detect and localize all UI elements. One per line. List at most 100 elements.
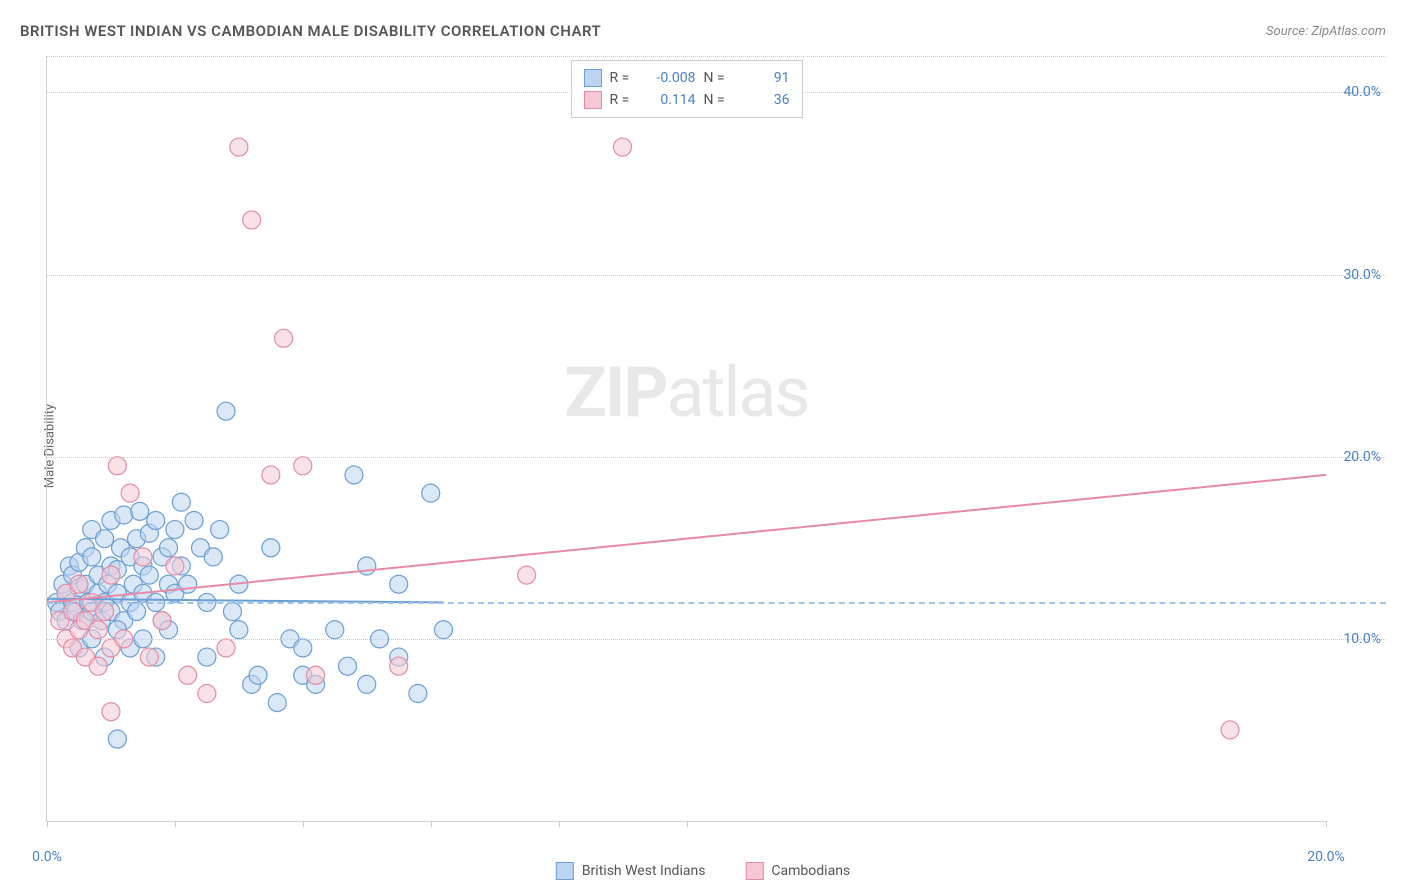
scatter-point: [96, 530, 114, 548]
r-label: R =: [610, 67, 638, 89]
scatter-point: [131, 502, 149, 520]
x-tick: [559, 821, 560, 827]
scatter-point: [614, 138, 632, 156]
y-tick-label: 10.0%: [1343, 631, 1381, 647]
scatter-point: [345, 466, 363, 484]
r-value-1: -0.008: [646, 67, 696, 89]
scatter-point: [166, 557, 184, 575]
scatter-point: [70, 575, 88, 593]
legend-stats: R = -0.008 N = 91 R = 0.114 N = 36: [571, 60, 803, 118]
scatter-point: [326, 621, 344, 639]
legend-label-cambodian: Cambodians: [771, 863, 850, 879]
scatter-point: [204, 548, 222, 566]
scatter-point: [262, 539, 280, 557]
scatter-point: [108, 457, 126, 475]
n-label: N =: [704, 89, 732, 111]
legend-stats-row-2: R = 0.114 N = 36: [584, 89, 790, 111]
x-tick: [47, 821, 48, 827]
scatter-point: [518, 566, 536, 584]
scatter-point: [140, 648, 158, 666]
scatter-point: [211, 521, 229, 539]
scatter-point: [358, 557, 376, 575]
plot-svg: [47, 56, 1326, 821]
scatter-point: [217, 639, 235, 657]
scatter-point: [390, 575, 408, 593]
legend-swatch-bwi: [556, 862, 574, 880]
scatter-point: [108, 730, 126, 748]
scatter-point: [223, 603, 241, 621]
scatter-point: [121, 484, 139, 502]
n-value-2: 36: [740, 89, 790, 111]
scatter-point: [230, 621, 248, 639]
x-tick: [1326, 821, 1327, 827]
r-value-2: 0.114: [646, 89, 696, 111]
chart-container: ZIPatlas R = -0.008 N = 91 R = 0.114 N =…: [46, 56, 1386, 842]
scatter-point: [198, 648, 216, 666]
scatter-point: [198, 685, 216, 703]
scatter-point: [83, 548, 101, 566]
scatter-point: [102, 566, 120, 584]
legend-swatch-pink: [584, 91, 602, 109]
scatter-point: [390, 657, 408, 675]
scatter-point: [307, 666, 325, 684]
scatter-point: [102, 703, 120, 721]
scatter-point: [422, 484, 440, 502]
scatter-point: [1221, 721, 1239, 739]
scatter-point: [153, 612, 171, 630]
scatter-point: [217, 402, 235, 420]
scatter-point: [275, 329, 293, 347]
legend-item-bwi: British West Indians: [556, 862, 706, 880]
y-tick-label: 40.0%: [1343, 84, 1381, 100]
scatter-point: [179, 666, 197, 684]
legend-swatch-cambodian: [745, 862, 763, 880]
y-tick-label: 20.0%: [1343, 449, 1381, 465]
legend-swatch-blue: [584, 69, 602, 87]
scatter-point: [115, 506, 133, 524]
scatter-point: [166, 521, 184, 539]
scatter-point: [268, 694, 286, 712]
gridline-h: [47, 457, 1386, 458]
scatter-point: [185, 511, 203, 529]
chart-title: BRITISH WEST INDIAN VS CAMBODIAN MALE DI…: [20, 22, 601, 40]
r-label: R =: [610, 89, 638, 111]
legend-item-cambodian: Cambodians: [745, 862, 850, 880]
n-label: N =: [704, 67, 732, 89]
scatter-point: [294, 457, 312, 475]
scatter-point: [96, 603, 114, 621]
gridline-h: [47, 639, 1386, 640]
y-tick-label: 30.0%: [1343, 267, 1381, 283]
scatter-point: [339, 657, 357, 675]
x-tick-label: 0.0%: [32, 849, 62, 865]
x-tick: [303, 821, 304, 827]
x-tick: [431, 821, 432, 827]
scatter-point: [249, 666, 267, 684]
x-tick: [687, 821, 688, 827]
scatter-point: [134, 548, 152, 566]
trend-line: [47, 475, 1326, 603]
legend-series: British West Indians Cambodians: [556, 862, 850, 880]
source-attribution: Source: ZipAtlas.com: [1266, 24, 1386, 39]
scatter-point: [243, 211, 261, 229]
scatter-point: [294, 639, 312, 657]
scatter-point: [358, 675, 376, 693]
x-tick-label: 20.0%: [1307, 849, 1345, 865]
mean-reference-line: [47, 602, 1386, 604]
scatter-point: [434, 621, 452, 639]
scatter-point: [147, 511, 165, 529]
legend-label-bwi: British West Indians: [582, 863, 706, 879]
plot-area: ZIPatlas R = -0.008 N = 91 R = 0.114 N =…: [46, 56, 1326, 822]
x-tick: [175, 821, 176, 827]
gridline-h: [47, 56, 1386, 57]
scatter-point: [160, 539, 178, 557]
scatter-point: [262, 466, 280, 484]
scatter-point: [140, 566, 158, 584]
scatter-point: [179, 575, 197, 593]
gridline-h: [47, 275, 1386, 276]
scatter-point: [230, 138, 248, 156]
scatter-point: [128, 603, 146, 621]
scatter-point: [89, 621, 107, 639]
n-value-1: 91: [740, 67, 790, 89]
scatter-point: [89, 657, 107, 675]
scatter-point: [172, 493, 190, 511]
legend-stats-row-1: R = -0.008 N = 91: [584, 67, 790, 89]
